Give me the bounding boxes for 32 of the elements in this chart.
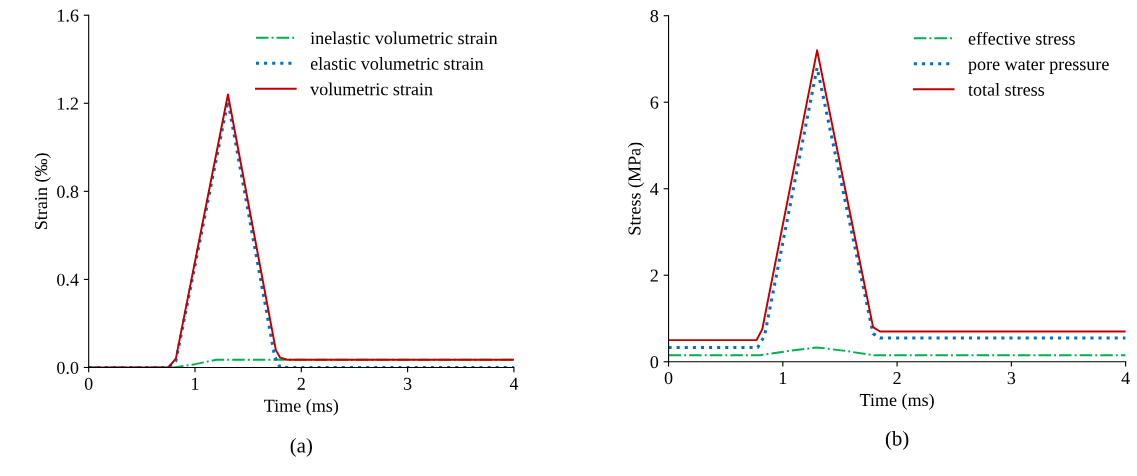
y-axis-title: Strain (‰) xyxy=(34,153,51,229)
legend-label: inelastic volumetric strain xyxy=(310,31,498,45)
legend-label: pore water pressure xyxy=(968,59,1109,74)
text: (b) xyxy=(885,430,909,450)
x-tick-label: 3 xyxy=(403,377,412,390)
y-tick-label: 8 xyxy=(650,9,659,23)
x-tick-label: 4 xyxy=(1121,372,1130,385)
x-axis-title: Time (ms) xyxy=(264,399,339,416)
legend-label: volumetric strain xyxy=(310,82,433,96)
x-tick-label: 0 xyxy=(84,377,93,390)
legend-label: effective stress xyxy=(968,31,1075,45)
x-tick-label: 4 xyxy=(509,377,519,390)
y-tick-label: 4 xyxy=(650,183,659,195)
x-tick-label: 3 xyxy=(1007,372,1016,385)
y-tick-label: 2 xyxy=(650,269,658,282)
x-tick-label: 2 xyxy=(893,372,901,385)
y-axis-title: Stress (MPa) xyxy=(627,142,645,235)
legend-label: total stress xyxy=(968,83,1045,96)
y-tick-label: 1.6 xyxy=(57,9,79,22)
x-tick-label: 2 xyxy=(297,377,305,390)
y-tick-label: 0.8 xyxy=(57,185,79,198)
y-tick-label: 0.0 xyxy=(57,361,79,374)
legend-label: elastic volumetric strain xyxy=(310,57,484,70)
y-tick-label: 1.2 xyxy=(57,97,78,110)
x-axis-title: Time (ms) xyxy=(859,393,934,410)
text: (a) xyxy=(290,437,312,457)
y-tick-label: 0.4 xyxy=(57,273,79,286)
x-tick-label: 1 xyxy=(192,377,199,390)
x-tick-label: 0 xyxy=(664,372,673,385)
y-tick-label: 6 xyxy=(650,96,659,109)
x-tick-label: 1 xyxy=(779,372,787,385)
y-tick-label: 0 xyxy=(650,356,659,369)
